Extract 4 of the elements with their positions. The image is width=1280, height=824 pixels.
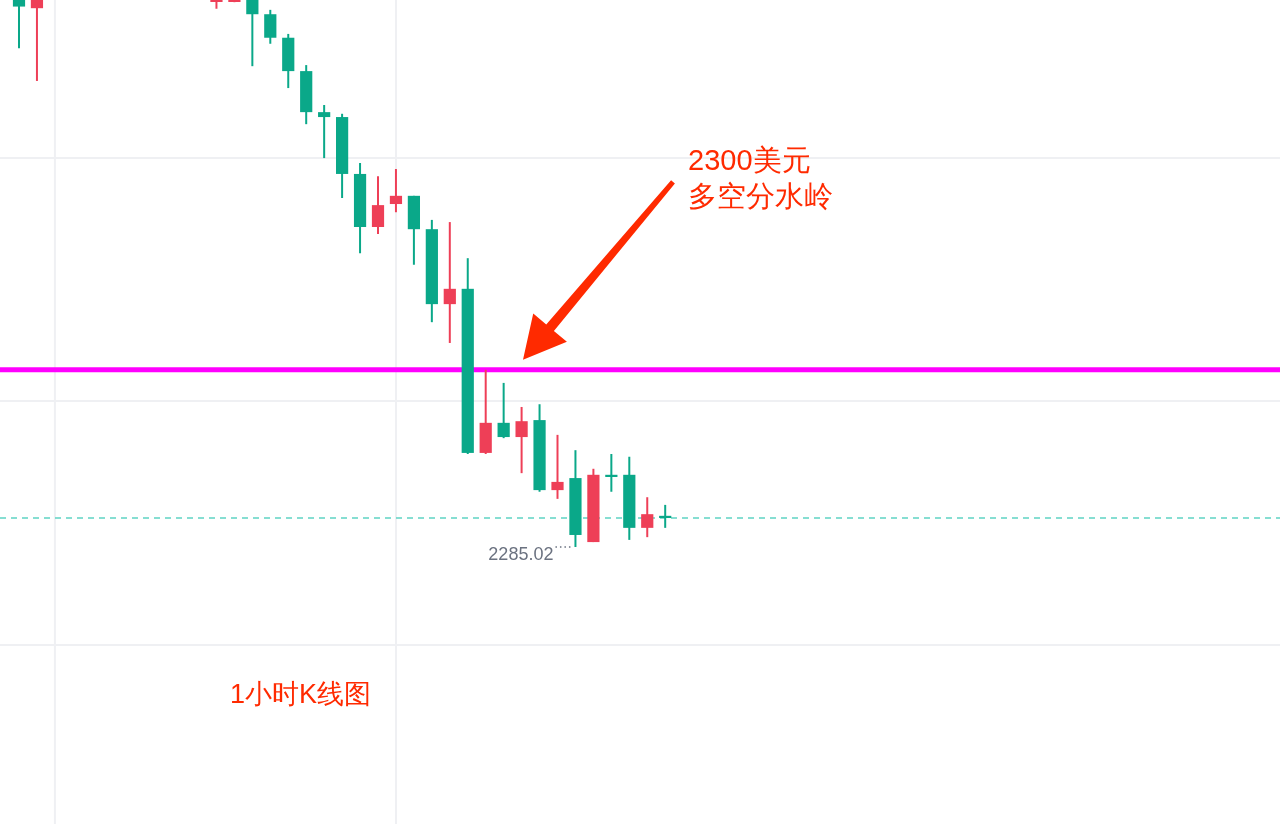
text: 2300美元 [688,144,811,176]
annotation: 2285.02 [488,544,554,564]
text: 1小时K线图 [230,679,372,709]
text: 多空分水岭 [688,180,833,212]
